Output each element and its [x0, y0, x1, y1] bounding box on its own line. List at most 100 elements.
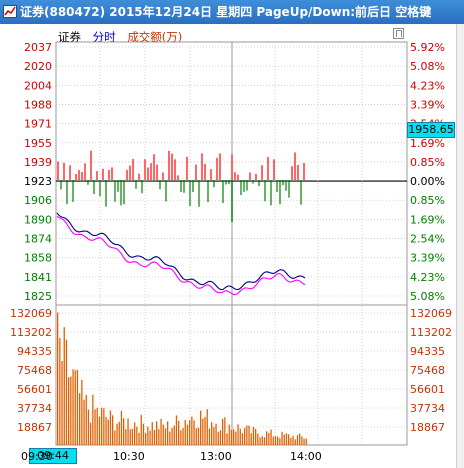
volume-bar — [162, 424, 164, 445]
volume-label-right: 37734 — [410, 402, 445, 415]
cursor-time-tag: 09:44 — [29, 448, 77, 464]
chart-grid — [55, 41, 408, 446]
volume-bar — [145, 433, 147, 445]
tab-fenshi[interactable]: 分时 — [92, 30, 116, 44]
volume-bar — [127, 418, 129, 445]
volume-bar — [200, 410, 202, 445]
volume-bar — [272, 436, 274, 445]
time-label: 13:00 — [200, 450, 232, 463]
percent-label: 2.54% — [410, 233, 445, 246]
price-label: 1955 — [24, 137, 52, 150]
volume-bar — [217, 431, 219, 445]
volume-bar — [301, 436, 303, 445]
volume-label: 18867 — [17, 421, 52, 434]
volume-bar — [206, 409, 208, 445]
tab-volume[interactable]: 成交额(万) — [127, 30, 183, 44]
volume-bar — [136, 426, 138, 445]
volume-bar — [215, 423, 217, 445]
volume-bar — [294, 439, 296, 445]
volume-bar — [68, 377, 70, 445]
volume-bar — [252, 426, 255, 445]
volume-bar — [173, 425, 175, 445]
volume-bar — [237, 424, 239, 445]
volume-label: 56601 — [17, 383, 52, 396]
volume-bar — [169, 431, 171, 445]
cursor-price-tag: 1958.65 — [407, 122, 455, 138]
volume-bar — [292, 435, 294, 445]
volume-bar — [202, 418, 204, 445]
percent-label: 4.23% — [410, 271, 445, 284]
volume-bar — [112, 415, 114, 445]
volume-bar — [230, 429, 233, 445]
window-toggle-button[interactable] — [393, 28, 404, 39]
volume-bar — [74, 370, 76, 445]
right-scrollbar[interactable] — [456, 24, 464, 468]
volume-bar — [305, 438, 307, 445]
price-label: 1890 — [24, 213, 52, 226]
volume-bar — [285, 433, 288, 445]
volume-bar — [92, 394, 94, 445]
volume-bar — [193, 420, 195, 445]
volume-bar — [105, 416, 107, 445]
average-line — [56, 216, 306, 296]
volume-bar — [63, 327, 65, 445]
volume-label: 94335 — [17, 345, 52, 358]
volume-bar — [299, 433, 301, 445]
volume-bar — [228, 424, 230, 445]
volume-label-right: 132069 — [410, 307, 452, 320]
percent-label: 5.92% — [410, 41, 445, 54]
tick-bars — [57, 150, 305, 222]
volume-bar — [85, 394, 87, 445]
volume-bar — [76, 369, 79, 445]
volume-bar — [151, 422, 153, 445]
percent-label: 0.00% — [410, 175, 445, 188]
volume-bar — [70, 376, 72, 445]
volume-bar — [101, 407, 103, 445]
price-line — [56, 212, 306, 291]
volume-bar — [204, 416, 206, 445]
volume-bar — [120, 410, 123, 445]
volume-bar — [277, 436, 279, 445]
volume-bar — [290, 437, 292, 445]
volume-bar — [65, 339, 68, 445]
percent-label: 1.69% — [410, 213, 445, 226]
volume-bar — [303, 438, 305, 445]
chart-tabs: 证券 分时 成交额(万) — [58, 29, 190, 45]
volume-bar — [96, 407, 98, 445]
volume-label-right: 75468 — [410, 364, 445, 377]
volume-label: 75468 — [17, 364, 52, 377]
volume-bar — [140, 414, 142, 445]
volume-bar — [114, 430, 116, 445]
volume-bar — [167, 421, 169, 445]
volume-bar — [241, 433, 244, 445]
tab-security[interactable]: 证券 — [58, 30, 81, 44]
volume-bar — [153, 430, 156, 445]
volume-bar — [149, 430, 151, 445]
volume-bar — [219, 430, 222, 445]
price-label: 2020 — [24, 60, 52, 73]
chart-app-icon — [3, 5, 17, 18]
volume-bar — [239, 428, 241, 445]
volume-bar — [147, 426, 149, 445]
volume-bar — [246, 425, 248, 445]
percent-label: 4.23% — [410, 79, 445, 92]
volume-bar — [226, 433, 228, 445]
volume-bars — [57, 312, 307, 445]
volume-bar — [268, 433, 270, 445]
volume-bar — [109, 410, 112, 445]
time-label: 09:30 — [21, 450, 53, 463]
volume-bar — [186, 424, 189, 445]
volume-bar — [222, 418, 224, 445]
volume-bar — [189, 420, 191, 445]
volume-bar — [244, 428, 246, 445]
price-label: 2037 — [24, 41, 52, 54]
volume-bar — [184, 419, 186, 445]
volume-bar — [250, 433, 252, 445]
percent-label: 0.85% — [410, 194, 445, 207]
volume-label: 37734 — [17, 402, 52, 415]
volume-bar — [61, 360, 63, 445]
volume-bar — [211, 422, 213, 445]
volume-bar — [164, 428, 167, 445]
volume-label: 132069 — [10, 307, 52, 320]
volume-bar — [57, 312, 59, 445]
